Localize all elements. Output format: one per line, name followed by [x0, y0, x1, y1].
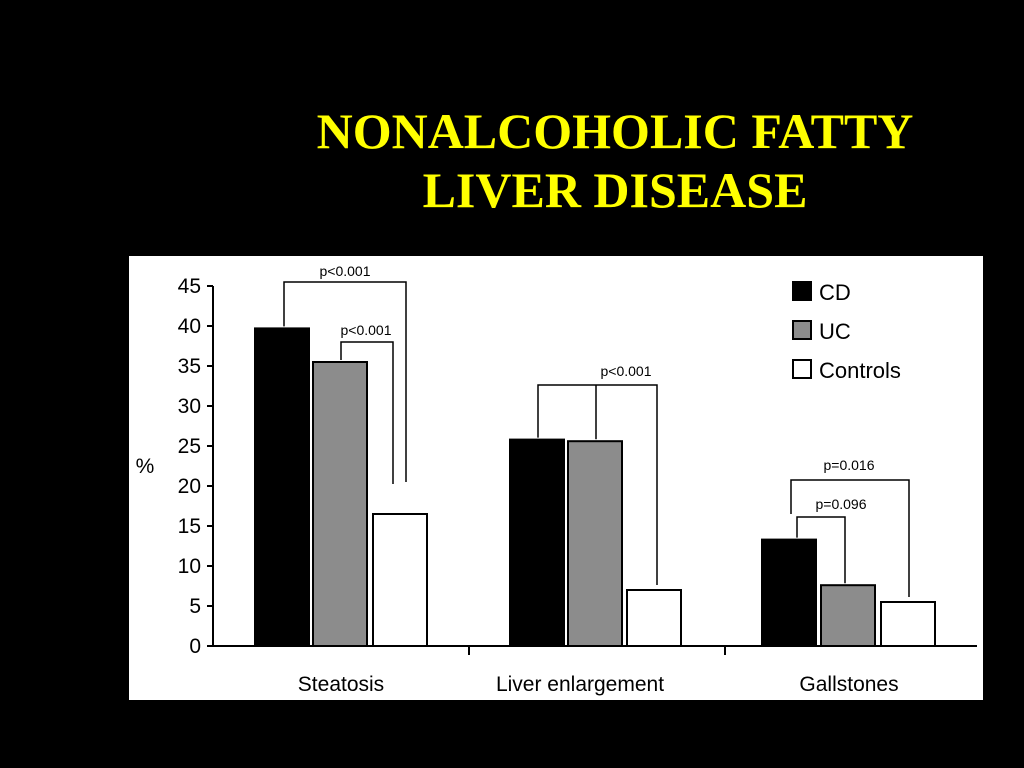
- bar-cd-gallstones: [761, 538, 817, 648]
- legend-swatch: [792, 359, 812, 379]
- pvalue-bracket: [796, 516, 846, 584]
- y-tick-label: 10: [178, 555, 201, 578]
- slide-title: NONALCOHOLIC FATTY LIVER DISEASE: [130, 102, 1024, 220]
- pvalue-label: p<0.001: [320, 263, 371, 279]
- pvalue-bracket: [340, 341, 394, 484]
- bar-controls-gallstones: [880, 601, 936, 647]
- bar-controls-liver-enlargement: [626, 589, 682, 647]
- y-tick-label: 35: [178, 355, 201, 378]
- y-tick-label: 25: [178, 435, 201, 458]
- slide-title-line-2: LIVER DISEASE: [422, 162, 808, 218]
- y-tick-label: 15: [178, 515, 201, 538]
- bar-chart: 0 5 10 15 20 25 30 35 40 45% Steatosis Liver enlarg…: [136, 263, 977, 696]
- legend-label: UC: [819, 319, 851, 344]
- bar-uc-steatosis: [312, 361, 368, 647]
- bar-cd-liver-enlargement: [509, 438, 565, 647]
- pvalue-label: p<0.001: [601, 363, 652, 379]
- y-tick-label: 30: [178, 395, 201, 418]
- y-tick-label: 45: [178, 275, 201, 298]
- pvalue-bracket: [537, 384, 658, 585]
- x-category-label: Steatosis: [298, 673, 384, 696]
- pvalue-label: p<0.001: [341, 322, 392, 338]
- x-category-label: Gallstones: [799, 673, 898, 696]
- legend-label: Controls: [819, 358, 901, 383]
- slide-title-line-1: NONALCOHOLIC FATTY: [316, 103, 914, 159]
- chart-panel: 0 5 10 15 20 25 30 35 40 45% Steatosis Liver enlarg…: [129, 256, 983, 700]
- pvalue-label: p=0.016: [824, 457, 875, 473]
- x-category-label: Liver enlargement: [496, 673, 664, 696]
- y-tick-label: 0: [189, 635, 201, 658]
- bar-controls-steatosis: [372, 513, 428, 647]
- legend-swatch: [792, 320, 812, 340]
- y-tick-label: 40: [178, 315, 201, 338]
- pvalue-bracket: [790, 479, 910, 597]
- y-axis-label: %: [136, 455, 155, 478]
- bar-cd-steatosis: [254, 327, 310, 648]
- bar-uc-liver-enlargement: [567, 440, 623, 647]
- legend-swatch: [792, 281, 812, 301]
- pvalue-bracket: [283, 281, 407, 482]
- bar-uc-gallstones: [820, 584, 876, 648]
- y-tick-label: 5: [189, 595, 201, 618]
- legend-label: CD: [819, 280, 851, 305]
- y-tick-label: 20: [178, 475, 201, 498]
- pvalue-label: p=0.096: [816, 496, 867, 512]
